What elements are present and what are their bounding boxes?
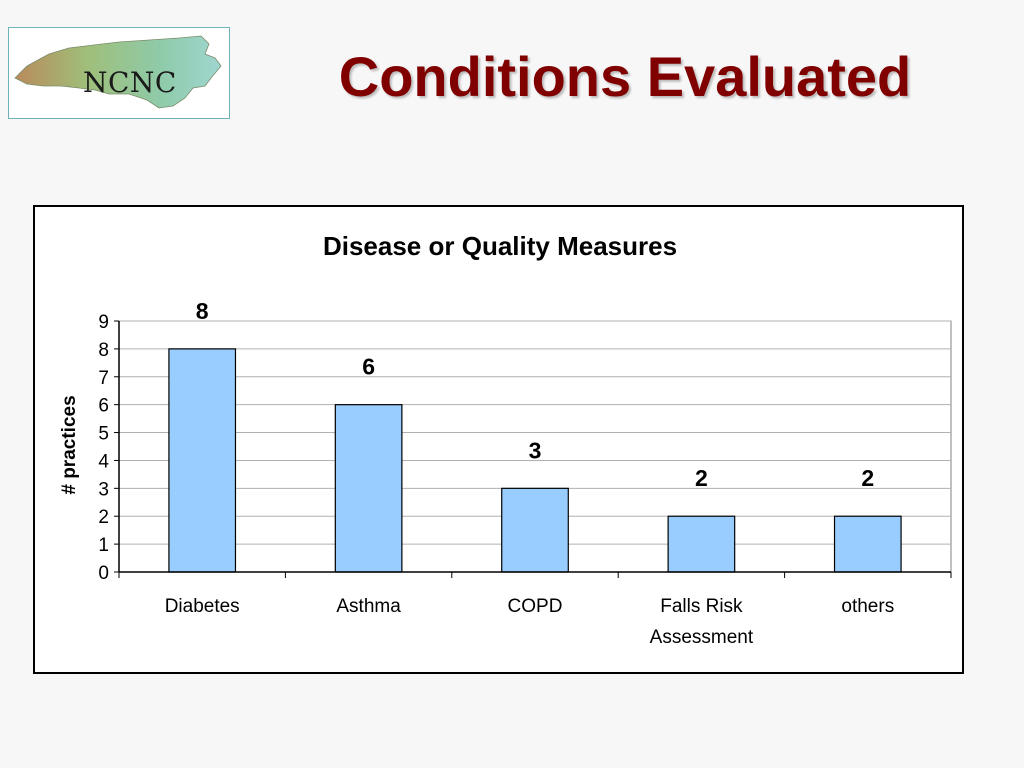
data-label: 6 (362, 354, 375, 380)
x-tick-label-line: Assessment (650, 627, 754, 648)
slide-title: Conditions Evaluated (338, 45, 912, 108)
bar-chart: Disease or Quality Measures # practices … (59, 231, 952, 648)
y-tick-label: 6 (98, 396, 109, 417)
x-tick-label-line: others (841, 596, 894, 617)
ncnc-logo: NCNC (8, 27, 230, 119)
data-label: 3 (529, 437, 542, 463)
x-tick-label: Diabetes (165, 596, 240, 617)
data-label: 2 (861, 465, 874, 491)
x-tick-label: Falls Risk Assessment (650, 596, 754, 648)
bar (501, 487, 569, 573)
north-carolina-map-icon (14, 35, 222, 109)
logo-text: NCNC (83, 66, 177, 99)
x-tick-label: COPD (508, 596, 563, 617)
y-tick-label: 1 (98, 535, 109, 556)
bar (334, 404, 403, 573)
x-tick-label: others (841, 596, 894, 617)
y-axis-label: # practices (59, 395, 80, 494)
axes: 0 1 2 3 4 5 6 7 8 9 Diabetes Asthma COPD Falls Risk As… (98, 312, 952, 648)
x-tick-label-line: COPD (508, 596, 563, 617)
x-tick-label-line: Falls Risk (660, 596, 743, 617)
data-label: 8 (196, 298, 209, 324)
data-label: 2 (695, 465, 708, 491)
x-tick-label: Asthma (336, 596, 401, 617)
y-tick-label: 5 (98, 424, 109, 445)
x-tick-label-line: Asthma (336, 596, 401, 617)
x-tick-label-line: Diabetes (165, 596, 240, 617)
y-tick-label: 9 (98, 312, 109, 333)
bar (667, 515, 736, 573)
bar (168, 348, 237, 573)
y-tick-label: 7 (98, 368, 109, 389)
chart-title: Disease or Quality Measures (323, 231, 677, 261)
bars (168, 348, 902, 573)
bar (833, 515, 902, 573)
y-tick-label: 4 (98, 451, 109, 472)
chart-frame: Disease or Quality Measures # practices … (33, 205, 964, 674)
data-labels: 8 6 3 2 2 (196, 298, 874, 491)
y-tick-label: 3 (98, 479, 109, 500)
y-tick-label: 8 (98, 340, 109, 361)
y-tick-label: 0 (98, 563, 109, 584)
y-tick-label: 2 (98, 507, 109, 528)
